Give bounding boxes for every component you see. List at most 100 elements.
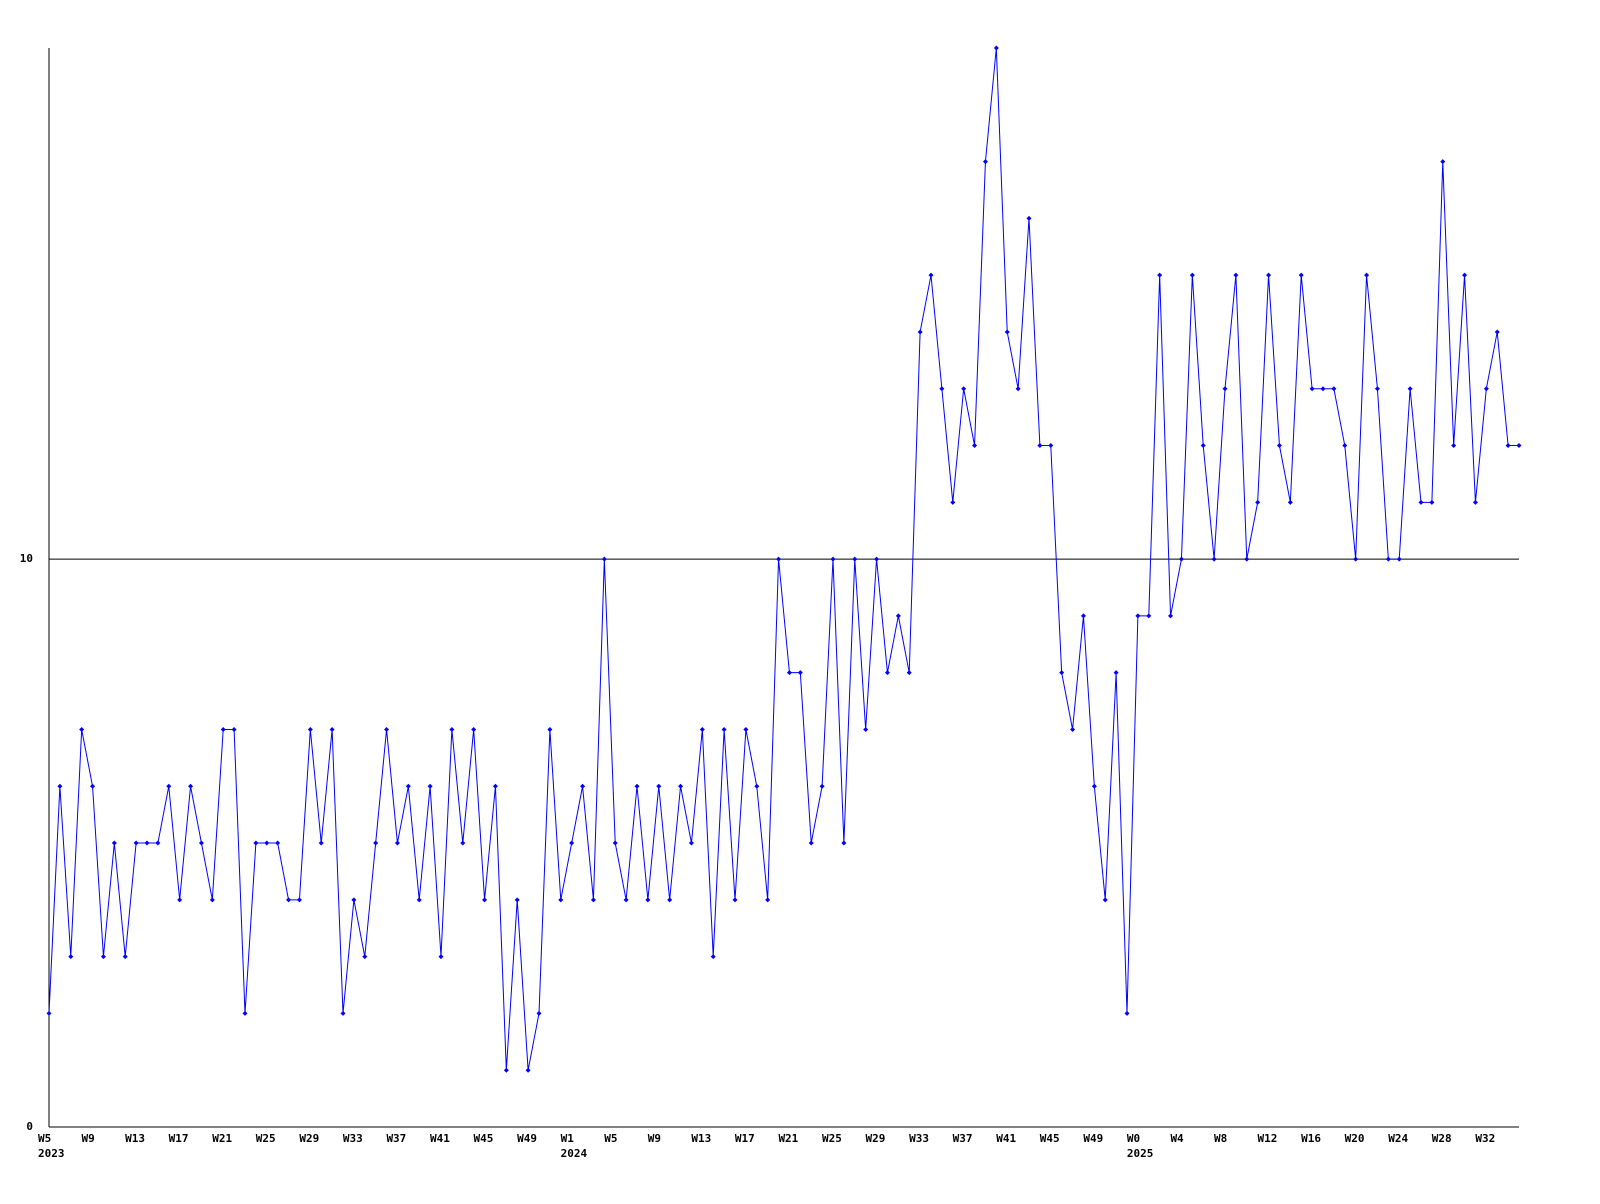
point-marker (1309, 386, 1315, 392)
x-group-label: 2025 (1127, 1147, 1154, 1160)
point-marker (982, 159, 988, 165)
point-marker (754, 783, 760, 789)
point-marker (198, 840, 204, 846)
point-marker (863, 726, 869, 732)
point-marker (1102, 897, 1108, 903)
point-marker (710, 954, 716, 960)
point-marker (961, 386, 967, 392)
point-marker (906, 670, 912, 676)
x-tick-label: W8 (1214, 1132, 1227, 1145)
point-marker (307, 726, 313, 732)
x-tick-label: W0 (1127, 1132, 1140, 1145)
point-marker (1298, 272, 1304, 278)
point-marker (1091, 783, 1097, 789)
point-marker (1287, 499, 1293, 505)
point-marker (732, 897, 738, 903)
point-marker (623, 897, 629, 903)
x-tick-label: W45 (1040, 1132, 1060, 1145)
point-marker (1157, 272, 1163, 278)
y-tick-label: 10 (20, 552, 33, 565)
point-marker (667, 897, 673, 903)
point-marker (1472, 499, 1478, 505)
point-marker (405, 783, 411, 789)
point-marker (634, 783, 640, 789)
point-marker (220, 726, 226, 732)
point-marker (1440, 159, 1446, 165)
point-marker (1146, 613, 1152, 619)
point-marker (1374, 386, 1380, 392)
point-marker (1407, 386, 1413, 392)
x-tick-label: W21 (778, 1132, 798, 1145)
point-marker (1331, 386, 1337, 392)
point-marker (1505, 443, 1511, 449)
point-marker (438, 954, 444, 960)
point-marker (122, 954, 128, 960)
x-tick-label: W29 (866, 1132, 886, 1145)
x-tick-label: W1 (561, 1132, 575, 1145)
point-marker (503, 1067, 509, 1073)
x-group-label: 2024 (561, 1147, 588, 1160)
point-marker (362, 954, 368, 960)
point-marker (950, 499, 956, 505)
point-marker (1059, 670, 1065, 676)
x-tick-label: W49 (517, 1132, 537, 1145)
x-tick-label: W17 (169, 1132, 189, 1145)
point-marker (416, 897, 422, 903)
point-marker (351, 897, 357, 903)
point-marker (340, 1010, 346, 1016)
x-tick-label: W25 (822, 1132, 842, 1145)
point-marker (721, 726, 727, 732)
point-marker (460, 840, 466, 846)
point-marker (46, 1010, 52, 1016)
point-marker (482, 897, 488, 903)
point-marker (1266, 272, 1272, 278)
point-marker (90, 783, 96, 789)
point-marker (917, 329, 923, 335)
point-marker (939, 386, 945, 392)
x-group-label: 2023 (38, 1147, 65, 1160)
point-marker (678, 783, 684, 789)
point-marker (569, 840, 575, 846)
point-marker (743, 726, 749, 732)
point-marker (242, 1010, 248, 1016)
point-marker (1462, 272, 1468, 278)
point-marker (373, 840, 379, 846)
point-marker (1353, 556, 1359, 562)
x-tick-label: W12 (1258, 1132, 1278, 1145)
point-marker (1200, 443, 1206, 449)
x-tick-label: W28 (1432, 1132, 1452, 1145)
point-marker (68, 954, 74, 960)
point-marker (1211, 556, 1217, 562)
x-tick-label: W9 (648, 1132, 661, 1145)
point-marker (776, 556, 782, 562)
x-tick-label: W20 (1345, 1132, 1365, 1145)
point-marker (1483, 386, 1489, 392)
point-marker (525, 1067, 531, 1073)
point-marker (79, 726, 85, 732)
point-marker (1494, 329, 1500, 335)
point-marker (155, 840, 161, 846)
point-marker (808, 840, 814, 846)
point-marker (1233, 272, 1239, 278)
point-marker (1189, 272, 1195, 278)
point-marker (536, 1010, 542, 1016)
point-marker (1004, 329, 1010, 335)
point-marker (656, 783, 662, 789)
point-marker (1015, 386, 1021, 392)
x-tick-label: W24 (1388, 1132, 1408, 1145)
point-marker (884, 670, 890, 676)
x-tick-label: W13 (125, 1132, 145, 1145)
point-marker (1048, 443, 1054, 449)
point-marker (852, 556, 858, 562)
point-marker (819, 783, 825, 789)
point-marker (384, 726, 390, 732)
point-marker (394, 840, 400, 846)
point-marker (645, 897, 651, 903)
point-marker (1168, 613, 1174, 619)
point-marker (275, 840, 281, 846)
point-marker (1135, 613, 1141, 619)
x-tick-label: W5 (604, 1132, 617, 1145)
point-marker (318, 840, 324, 846)
point-marker (612, 840, 618, 846)
point-marker (558, 897, 564, 903)
